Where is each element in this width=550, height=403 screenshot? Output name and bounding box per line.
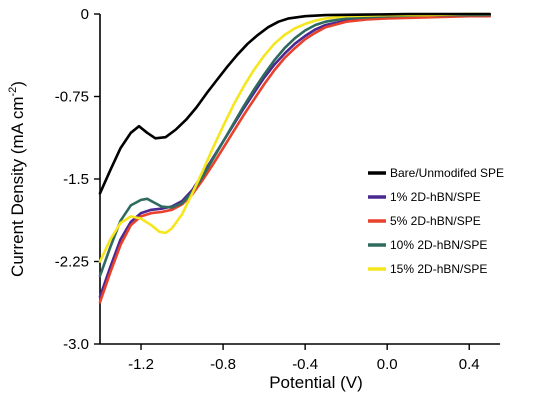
y-tick-label: -2.25 bbox=[55, 254, 89, 271]
x-axis-label: Potential (V) bbox=[269, 373, 363, 392]
x-tick-label: 0.0 bbox=[377, 356, 398, 373]
y-axis-label-main: Current Density (mA cm bbox=[8, 97, 27, 277]
y-tick-label: -3.0 bbox=[63, 336, 89, 353]
y-tick-label: -0.75 bbox=[55, 89, 89, 106]
x-tick-label: -1.2 bbox=[128, 356, 154, 373]
series-line-4 bbox=[98, 12, 491, 263]
legend-label: 5% 2D-hBN/SPE bbox=[390, 214, 481, 228]
x-tick-label: -0.4 bbox=[292, 356, 318, 373]
y-axis-label-tail: ) bbox=[8, 81, 27, 87]
x-ticks: -1.2 -0.8 -0.4 0.0 0.4 bbox=[128, 344, 480, 373]
series-line-1 bbox=[98, 13, 491, 298]
series-lines bbox=[98, 12, 491, 304]
y-tick-label: -1.5 bbox=[63, 171, 89, 188]
legend-label: 1% 2D-hBN/SPE bbox=[390, 190, 481, 204]
legend-label: 15% 2D-hBN/SPE bbox=[390, 262, 487, 276]
x-tick-label: 0.4 bbox=[459, 356, 480, 373]
y-tick-label: 0 bbox=[81, 6, 89, 23]
legend-label: Bare/Unmodifed SPE bbox=[390, 166, 504, 180]
series-line-3 bbox=[98, 13, 491, 278]
series-line-0 bbox=[98, 12, 491, 195]
x-tick-label: -0.8 bbox=[210, 356, 236, 373]
y-axis-label: Current Density (mA cm-2) bbox=[7, 81, 27, 277]
y-ticks: 0 -0.75 -1.5 -2.25 -3.0 bbox=[55, 6, 100, 353]
y-axis-label-superscript: -2 bbox=[7, 87, 19, 97]
legend: Bare/Unmodifed SPE 1% 2D-hBN/SPE 5% 2D-hBN… bbox=[368, 166, 504, 276]
series-line-2 bbox=[98, 14, 491, 304]
legend-label: 10% 2D-hBN/SPE bbox=[390, 238, 487, 252]
